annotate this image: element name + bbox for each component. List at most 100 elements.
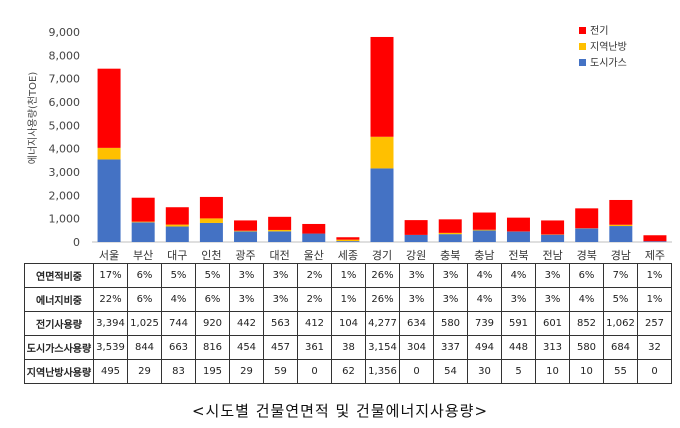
table-cell: 684 [603, 335, 638, 360]
table-cell: 3% [229, 287, 264, 312]
bar-segment [336, 241, 360, 242]
table-row: 전기사용량 3,394 1,025 744 920 442 563 412 104 4,277 63… [24, 311, 672, 336]
category-label: 경북 [577, 249, 597, 262]
table-cell: 2% [297, 287, 332, 312]
table-cell: 104 [331, 311, 366, 336]
category-label: 제주 [645, 249, 665, 262]
bar-segment [506, 231, 530, 242]
table-cell: 83 [161, 359, 196, 384]
table-cell: 5% [161, 263, 196, 288]
table-cell: 1% [637, 263, 672, 288]
table-cell: 2% [297, 263, 332, 288]
bar-segment [131, 222, 155, 242]
bar-segment [97, 147, 121, 160]
bar-segment [97, 68, 121, 148]
y-tick-label: 2,000 [49, 189, 81, 202]
bar-segment [541, 234, 565, 242]
category-label: 대전 [270, 249, 290, 262]
bar-segment [506, 217, 530, 232]
y-tick-label: 6,000 [49, 96, 81, 109]
table-cell: 744 [161, 311, 196, 336]
y-tick-label: 3,000 [49, 166, 81, 179]
table-cell: 412 [297, 311, 332, 336]
table-cell: 195 [195, 359, 230, 384]
table-cell: 3,154 [365, 335, 400, 360]
category-label: 전남 [542, 249, 562, 262]
table-cell: 4,277 [365, 311, 400, 336]
table-cell: 1,025 [127, 311, 162, 336]
bar-segment [370, 168, 394, 242]
y-axis-label: 에너지사용량(천TOE) [27, 72, 39, 165]
bar-segment [268, 229, 292, 232]
table-cell: 1% [637, 287, 672, 312]
y-axis: 0 1,000 2,000 3,000 4,000 5,000 6,000 7,000 8,00… [49, 26, 672, 249]
legend-label: 지역난방 [590, 41, 627, 53]
bar-segment [609, 199, 633, 225]
table-cell: 0 [399, 359, 434, 384]
table-cell: 591 [501, 311, 536, 336]
table-cell: 580 [569, 335, 604, 360]
category-label: 광주 [235, 249, 255, 262]
table-cell: 29 [229, 359, 264, 384]
table-cell: 4% [569, 287, 604, 312]
legend-swatch [579, 27, 586, 34]
category-label: 울산 [304, 249, 324, 262]
stacked-bar-chart: 0 1,000 2,000 3,000 4,000 5,000 6,000 7,000 8,00… [27, 25, 672, 262]
category-label: 서울 [99, 249, 119, 262]
table-cell: 3% [501, 287, 536, 312]
bar-segment [165, 224, 189, 227]
table-row: 도시가스사용량 3,539 844 663 816 454 457 361 38 3,154 304… [24, 335, 672, 360]
table-cell: 5% [603, 287, 638, 312]
category-label: 부산 [133, 249, 153, 262]
bar-segment [438, 232, 462, 235]
table-cell: 0 [637, 359, 672, 384]
table-cell: 1,356 [365, 359, 400, 384]
table-cell: 3% [535, 263, 570, 288]
table-cell: 1% [331, 263, 366, 288]
bar-segment [268, 231, 292, 242]
row-header: 도시가스사용량 [24, 335, 94, 360]
table-cell: 5% [195, 263, 230, 288]
data-table: 연면적비중 17% 6% 5% 5% 3% 3% 2% 1% 26% 3% 3% 4% 4% 3% 6% 7% 1… [24, 263, 672, 384]
row-header: 연면적비중 [24, 263, 94, 288]
table-cell: 7% [603, 263, 638, 288]
table-cell: 29 [127, 359, 162, 384]
category-label: 대구 [167, 249, 187, 262]
table-cell: 3% [433, 287, 468, 312]
table-cell: 3,394 [93, 311, 128, 336]
table-cell: 563 [263, 311, 298, 336]
bar-segment [302, 223, 326, 234]
y-tick-label: 4,000 [49, 143, 81, 156]
table-cell: 55 [603, 359, 638, 384]
category-label: 전북 [508, 249, 528, 262]
table-cell: 337 [433, 335, 468, 360]
table-cell: 17% [93, 263, 128, 288]
table-cell: 1% [331, 287, 366, 312]
table-cell: 852 [569, 311, 604, 336]
bar-segment [438, 219, 462, 233]
bar-segment [199, 218, 223, 223]
bar-segment [336, 239, 360, 242]
category-label: 경기 [372, 249, 392, 262]
table-cell: 739 [467, 311, 502, 336]
table-cell: 3% [433, 263, 468, 288]
table-cell: 5 [501, 359, 536, 384]
table-cell: 601 [535, 311, 570, 336]
table-cell: 4% [501, 263, 536, 288]
legend-swatch [579, 59, 586, 66]
table-cell: 457 [263, 335, 298, 360]
legend-label: 도시가스 [590, 57, 627, 69]
bar-segment [199, 222, 223, 242]
bar-segment [131, 197, 155, 222]
table-cell: 3% [263, 287, 298, 312]
bar-segment [404, 234, 428, 242]
bar-segment [131, 221, 155, 223]
bars [97, 36, 667, 242]
table-cell: 3% [229, 263, 264, 288]
table-cell: 10 [569, 359, 604, 384]
table-cell: 304 [399, 335, 434, 360]
table-cell: 62 [331, 359, 366, 384]
y-tick-label: 9,000 [49, 26, 81, 39]
y-tick-label: 0 [73, 236, 80, 249]
